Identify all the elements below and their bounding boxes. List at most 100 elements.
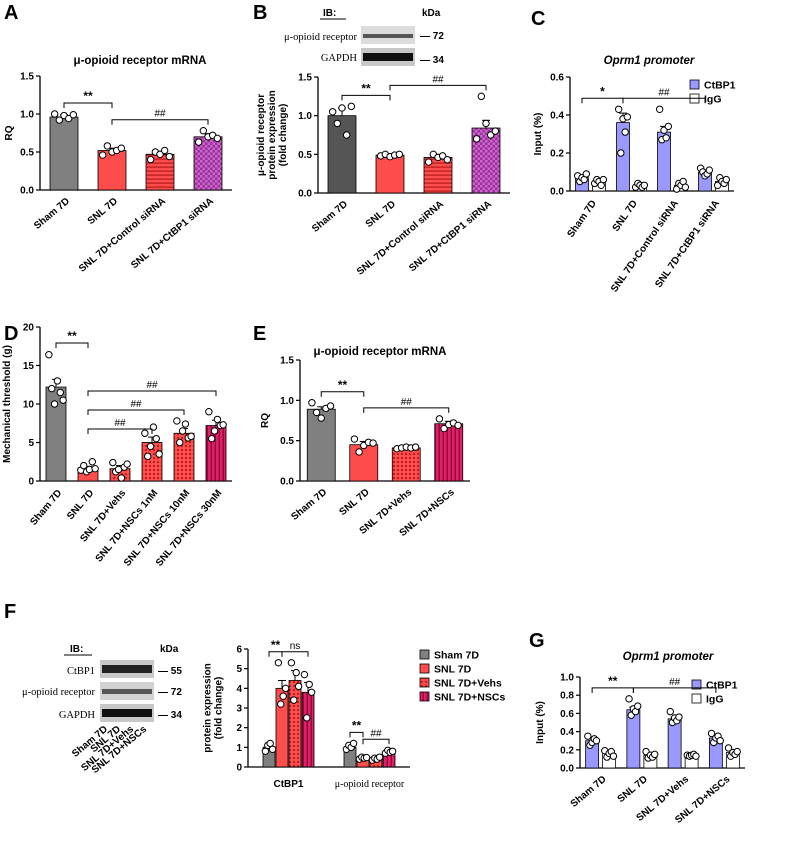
bar-point — [350, 435, 359, 443]
significance-bracket — [63, 102, 113, 108]
y-tick-label: 0.6 — [560, 709, 574, 720]
chart-b: 0.0 0.5 1.0 1.5 μ-opioid receptorprotein exp… — [256, 73, 510, 278]
chart-title: μ-opioid receptor mRNA — [74, 55, 207, 67]
panel-letter-d: D — [4, 323, 19, 345]
significance-label: ## — [370, 728, 382, 739]
bar-point — [187, 432, 195, 441]
y-tick-label: 6 — [236, 645, 242, 656]
panel-letter-f: F — [4, 601, 17, 623]
significance-bracket — [581, 97, 624, 104]
legend-label: SNL 7D — [434, 664, 472, 676]
bar-ctbp1-point — [634, 702, 642, 710]
bar-ctbp1-point — [623, 113, 632, 121]
bar-ctbp1-point — [592, 737, 601, 745]
bar-point — [438, 152, 447, 160]
legend-label: SNL 7D+NSCs — [434, 692, 505, 704]
chart-title: Oprm1 promoter — [604, 55, 695, 67]
bar-igg-point — [692, 752, 700, 760]
y-axis-label: Mechanical threshold (g) — [2, 345, 13, 463]
legend-label: IgG — [706, 694, 724, 706]
bar-snl-7d-point — [274, 659, 283, 667]
bar-point — [213, 134, 222, 143]
significance-bracket — [268, 651, 283, 657]
bar-point — [308, 399, 316, 407]
y-tick-label: 2 — [236, 723, 242, 734]
x-tick-label: SNL 7D+CtBP1 siRNA — [407, 199, 494, 274]
bar-point — [210, 427, 219, 435]
blot-f-kda-2: — 72 — [158, 687, 182, 698]
bar-ctbp1-point — [614, 105, 623, 114]
bar-snl-7d-nscs — [301, 691, 315, 768]
bar-point — [424, 158, 433, 166]
panel-letter-c: C — [531, 8, 546, 30]
bar-point — [55, 116, 64, 124]
y-axis-label: μ-opioid receptorprotein expression(fold… — [256, 90, 289, 179]
bar-point — [440, 424, 448, 433]
bar-point — [141, 429, 149, 437]
blot-f-ib-label: IB: — [70, 644, 83, 655]
y-axis-label: RQ — [4, 125, 15, 140]
y-tick-label: 0.5 — [280, 436, 294, 447]
bar-point — [59, 396, 67, 404]
bar-igg-point — [681, 183, 690, 191]
y-tick-label: 0.2 — [560, 745, 574, 756]
bar — [391, 447, 421, 482]
significance-label: ** — [361, 81, 371, 95]
legend-swatch — [691, 693, 702, 704]
legend-swatch — [419, 649, 430, 660]
bar — [434, 423, 464, 482]
significance-bracket — [55, 342, 89, 348]
legend-label: CtBP1 — [706, 680, 738, 692]
y-axis-label: protein expression(fold change) — [203, 663, 225, 752]
bar-point — [443, 156, 452, 164]
significance-label: ** — [83, 89, 93, 103]
significance-bracket — [87, 428, 153, 434]
significance-label: ## — [432, 74, 444, 85]
x-tick-label: Sham 7D — [569, 774, 609, 810]
bar-snl-7d — [275, 687, 289, 768]
panel-letter-e: E — [253, 323, 267, 345]
bar-point — [395, 150, 404, 159]
y-tick-label: 1.5 — [20, 72, 34, 83]
x-tick-label: SNL 7D — [616, 774, 650, 805]
bar-point — [152, 434, 160, 443]
x-tick-label: SNL 7D — [86, 196, 120, 227]
bar-ctbp1-point — [617, 149, 625, 157]
y-tick-label: 0.4 — [550, 111, 564, 122]
bar-snl-7d-point — [281, 684, 290, 693]
bar-snl-7d-vehs-point — [375, 753, 384, 761]
bar-point — [156, 150, 164, 158]
bar-sham-7d-point — [349, 739, 358, 748]
bar-snl-7d-vehs-point — [287, 659, 296, 667]
blot-f-row-label-1: CtBP1 — [67, 666, 95, 677]
x-tick-label: SNL 7D+NSCs 1nM — [94, 488, 161, 565]
significance-bracket — [389, 84, 487, 91]
bar-point — [103, 142, 112, 150]
bar-point — [491, 127, 500, 135]
bar-ctbp1-point — [707, 729, 716, 738]
significance-label: ## — [154, 109, 166, 120]
bar-point — [333, 119, 342, 128]
blot-f-row-label-2: μ-opioid receptor — [22, 687, 95, 698]
bar-snl-7d-point — [279, 692, 287, 700]
x-tick-label: Sham 7D — [310, 199, 350, 235]
legend-label: CtBP1 — [704, 80, 736, 92]
y-tick-label: 0.4 — [560, 727, 574, 738]
bar-point — [205, 408, 213, 416]
bar-snl-7d-nscs-point — [303, 714, 311, 722]
bar-point — [117, 474, 126, 482]
bar-point — [347, 102, 356, 111]
bar-point — [45, 351, 53, 359]
blot-f-kda-3: — 34 — [158, 710, 182, 721]
bar-snl-7d-vehs — [288, 680, 302, 768]
bar-ctbp1-point — [716, 737, 724, 745]
significance-bracket — [87, 409, 185, 415]
legend-swatch — [419, 691, 430, 702]
legend-label: SNL 7D+Vehs — [434, 678, 502, 690]
bar-ctbp1-point — [655, 105, 664, 114]
bar-sham-7d-point — [268, 745, 277, 753]
x-tick-label: SNL 7D+Control siRNA — [355, 199, 446, 278]
bar-ctbp1-point — [584, 732, 592, 740]
